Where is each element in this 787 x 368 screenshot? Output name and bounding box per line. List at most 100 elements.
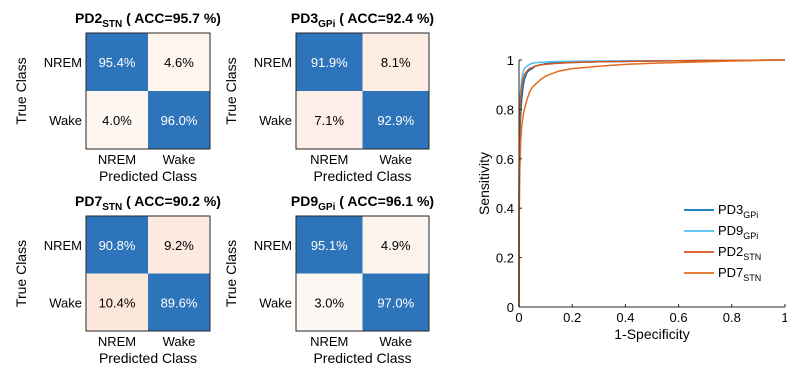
column-label: Wake bbox=[379, 152, 412, 167]
legend-entry-main: PD3 bbox=[718, 202, 743, 217]
x-tick-label: 0 bbox=[515, 310, 522, 325]
matrix-cell-value: 3.0% bbox=[314, 295, 344, 310]
matrix-title-accuracy: ( ACC=95.7 %) bbox=[122, 10, 221, 26]
matrix-frame bbox=[295, 215, 430, 332]
matrix-title: PD3GPi ( ACC=92.4 %) bbox=[291, 10, 434, 30]
row-label: NREM bbox=[254, 55, 292, 70]
column-label: NREM bbox=[310, 152, 348, 167]
matrix-xlabel: Predicted Class bbox=[313, 168, 411, 184]
legend-entry: PD3GPi bbox=[718, 202, 758, 220]
row-label: NREM bbox=[44, 238, 82, 253]
y-tick-label: 0 bbox=[507, 300, 514, 315]
matrix-cell-value: 4.0% bbox=[102, 113, 132, 128]
column-label: Wake bbox=[379, 334, 412, 349]
matrix-frame bbox=[295, 32, 430, 150]
x-tick-label: 1 bbox=[781, 310, 787, 325]
roc-curve-2 bbox=[518, 59, 786, 307]
matrix-cell bbox=[296, 216, 363, 274]
roc-curve-4 bbox=[518, 59, 786, 307]
matrix-frame bbox=[85, 32, 211, 150]
legend-entry: PD2STN bbox=[718, 244, 761, 262]
x-tick-label: 0.4 bbox=[616, 310, 634, 325]
matrix-cell-value: 90.8% bbox=[99, 238, 136, 253]
column-label: NREM bbox=[98, 334, 136, 349]
legend-entry: PD9GPi bbox=[718, 223, 758, 241]
legend-entry-subscript: STN bbox=[743, 252, 761, 262]
y-tick-label: 0.6 bbox=[496, 152, 514, 167]
matrix-xlabel: Predicted Class bbox=[99, 350, 197, 366]
matrix-cell bbox=[362, 216, 429, 274]
matrix-cell bbox=[148, 33, 210, 91]
confusion-matrix-3: 90.8% 9.2% 10.4% 89.6% PD7STN ( ACC=90.2 %) N… bbox=[13, 193, 221, 366]
x-tick-label: 0.6 bbox=[670, 310, 688, 325]
matrix-cell bbox=[86, 216, 148, 274]
confusion-matrix-2: 91.9% 8.1% 7.1% 92.9% PD3GPi ( ACC=92.4 %) NR… bbox=[223, 10, 434, 184]
matrix-cell bbox=[86, 91, 148, 149]
matrix-xlabel: Predicted Class bbox=[313, 350, 411, 366]
y-tick-label: 0.4 bbox=[496, 201, 514, 216]
matrix-cell-value: 10.4% bbox=[99, 295, 136, 310]
roc-ylabel: Sensitivity bbox=[476, 152, 492, 215]
matrix-frame bbox=[85, 215, 211, 332]
matrix-title-subscript: GPi bbox=[318, 19, 335, 30]
matrix-cell-value: 95.1% bbox=[311, 238, 348, 253]
matrix-cell-value: 91.9% bbox=[311, 55, 348, 70]
matrix-title-accuracy: ( ACC=96.1 %) bbox=[335, 193, 434, 209]
matrix-cell-value: 92.9% bbox=[377, 113, 414, 128]
roc-curve-3 bbox=[518, 59, 786, 307]
matrix-cell-value: 95.4% bbox=[99, 55, 136, 70]
x-tick-label: 0.2 bbox=[563, 310, 581, 325]
matrix-cell bbox=[86, 33, 148, 91]
column-label: Wake bbox=[163, 334, 196, 349]
confusion-matrix-4: 95.1% 4.9% 3.0% 97.0% PD9GPi ( ACC=96.1 %) NR… bbox=[223, 193, 434, 366]
matrix-ylabel: True Class bbox=[223, 240, 239, 307]
row-label: Wake bbox=[259, 113, 292, 128]
roc-xlabel: 1-Specificity bbox=[614, 326, 689, 342]
row-label: NREM bbox=[254, 238, 292, 253]
matrix-title: PD2STN ( ACC=95.7 %) bbox=[75, 10, 221, 30]
matrix-cell-value: 4.9% bbox=[381, 238, 411, 253]
row-label: Wake bbox=[49, 295, 82, 310]
y-tick-label: 0.8 bbox=[496, 102, 514, 117]
matrix-ylabel: True Class bbox=[13, 240, 29, 307]
legend-entry-subscript: STN bbox=[743, 273, 761, 283]
matrix-ylabel: True Class bbox=[13, 57, 29, 124]
matrix-cell bbox=[362, 273, 429, 331]
y-tick-label: 1 bbox=[507, 53, 514, 68]
matrix-cell-value: 8.1% bbox=[381, 55, 411, 70]
matrix-cell bbox=[296, 91, 363, 149]
matrix-title-main: PD2 bbox=[75, 10, 102, 26]
matrix-cell bbox=[296, 273, 363, 331]
matrix-title-main: PD7 bbox=[75, 193, 102, 209]
matrix-cell-value: 96.0% bbox=[161, 113, 198, 128]
matrix-cell-value: 4.6% bbox=[164, 55, 194, 70]
matrix-title-accuracy: ( ACC=92.4 %) bbox=[335, 10, 434, 26]
matrix-ylabel: True Class bbox=[223, 57, 239, 124]
matrix-cell bbox=[362, 33, 429, 91]
column-label: NREM bbox=[98, 152, 136, 167]
legend-entry-main: PD2 bbox=[718, 244, 743, 259]
legend-entry: PD7STN bbox=[718, 265, 761, 283]
row-label: NREM bbox=[44, 55, 82, 70]
matrix-title-subscript: GPi bbox=[318, 202, 335, 213]
matrix-cell bbox=[362, 91, 429, 149]
row-label: Wake bbox=[49, 113, 82, 128]
matrix-title: PD7STN ( ACC=90.2 %) bbox=[75, 193, 221, 213]
matrix-cell bbox=[296, 33, 363, 91]
y-tick-label: 0.2 bbox=[496, 251, 514, 266]
matrix-cell-value: 7.1% bbox=[314, 113, 344, 128]
matrix-cell-value: 89.6% bbox=[161, 295, 198, 310]
matrix-title-main: PD9 bbox=[291, 193, 318, 209]
legend-entry-subscript: GPi bbox=[743, 231, 758, 241]
matrix-title-accuracy: ( ACC=90.2 %) bbox=[122, 193, 221, 209]
roc-curve-1 bbox=[518, 59, 786, 307]
column-label: NREM bbox=[310, 334, 348, 349]
column-label: Wake bbox=[163, 152, 196, 167]
confusion-matrix-1: 95.4% 4.6% 4.0% 96.0% PD2STN ( ACC=95.7 %) NR… bbox=[13, 10, 221, 184]
matrix-title: PD9GPi ( ACC=96.1 %) bbox=[291, 193, 434, 213]
matrix-title-subscript: STN bbox=[102, 202, 122, 213]
row-label: Wake bbox=[259, 295, 292, 310]
legend-entry-main: PD9 bbox=[718, 223, 743, 238]
